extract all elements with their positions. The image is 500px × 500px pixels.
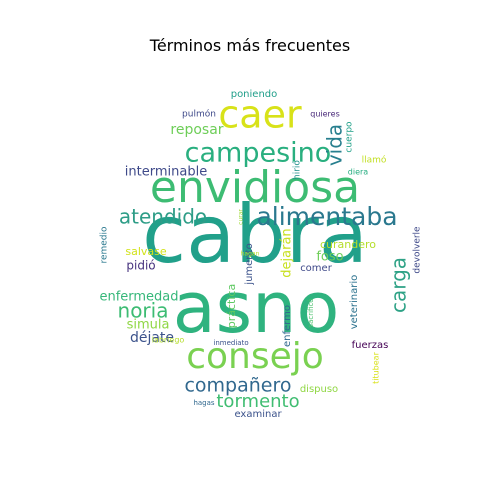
word-consejo: consejo [186, 336, 324, 377]
word-pidió: pidió [126, 259, 155, 273]
word-simula: simula [127, 318, 170, 333]
word-atendido: atendido [119, 205, 207, 229]
word-enfermedad: enfermedad [99, 290, 178, 305]
word-dispuso: dispuso [300, 384, 338, 395]
word-hagas: hagas [193, 399, 214, 407]
word-sacrificó: sacrificó [307, 298, 315, 327]
word-campesino: campesino [185, 138, 332, 169]
word-hagan: hagan [241, 251, 260, 258]
word-veterinario: veterinario [349, 275, 360, 330]
word-remedio: remedio [100, 226, 110, 264]
word-carga: carga [387, 257, 411, 313]
word-diera: diera [348, 168, 369, 177]
word-enfermo: enfermo [282, 305, 293, 347]
word-curar: curar [238, 209, 245, 225]
word-salvase: salvase [125, 245, 167, 258]
word-titubear: titubear [372, 351, 381, 383]
word-vida: vida [323, 124, 347, 166]
word-hirió: hirió [292, 160, 303, 180]
word-déjate: déjate [130, 330, 174, 346]
word-inmediato: inmediato [213, 339, 248, 347]
word-fuerzas: fuerzas [352, 340, 389, 351]
word-envidiosa: envidiosa [150, 162, 360, 213]
word-pulmón: pulmón [182, 109, 216, 120]
word-foso: foso [316, 250, 343, 265]
word-tormento: tormento [216, 391, 299, 412]
word-reposar: reposar [170, 122, 223, 138]
word-noria: noria [118, 299, 169, 323]
word-cabra: cabra [142, 188, 368, 281]
word-dejarán: dejarán [280, 228, 295, 277]
word-llamó: llamó [362, 155, 387, 166]
word-caer: caer [218, 93, 302, 137]
word-asno: asno [173, 267, 340, 349]
word-jumento: jumento [244, 243, 255, 285]
word-cuerpo: cuerpo [345, 121, 355, 153]
word-labriego: labriego [152, 336, 185, 345]
word-práctica: práctica [225, 284, 238, 328]
word-interminable: interminable [125, 165, 207, 180]
word-comer: comer [300, 263, 333, 274]
word-poniendo: poniendo [231, 89, 278, 100]
chart-title: Términos más frecuentes [149, 36, 351, 55]
word-alimentaba: alimentaba [256, 202, 397, 231]
word-quieres: quieres [310, 110, 340, 119]
word-compañero: compañero [184, 375, 291, 397]
word-devolverle: devolverle [413, 226, 423, 274]
word-curandero: curandero [320, 238, 376, 251]
word-examinar: examinar [234, 409, 282, 420]
